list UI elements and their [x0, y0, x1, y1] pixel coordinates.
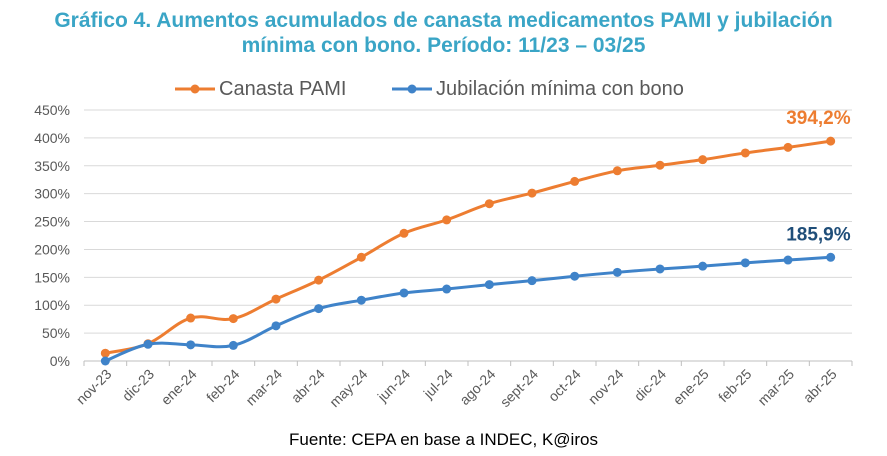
data-point	[314, 275, 324, 285]
data-point	[655, 160, 665, 170]
series-line-0	[105, 139, 831, 355]
y-tick-label: 50%	[42, 325, 70, 341]
data-point	[442, 215, 452, 225]
data-point	[740, 148, 750, 158]
data-point	[143, 339, 153, 349]
data-point	[186, 340, 196, 350]
data-label-end-1: 185,9%	[786, 224, 851, 245]
x-tick-label: ago-24	[456, 366, 498, 408]
chart-title-line-1: Gráfico 4. Aumentos acumulados de canast…	[54, 9, 833, 32]
x-tick-label: jul-24	[420, 366, 456, 402]
data-point	[314, 304, 324, 314]
data-point	[527, 188, 537, 198]
x-tick-label: sept-24	[497, 366, 541, 410]
chart-title: Gráfico 4. Aumentos acumulados de canast…	[0, 8, 887, 58]
legend-pami-marker-icon	[175, 84, 215, 94]
data-point	[484, 280, 494, 290]
x-tick-label: nov-24	[585, 366, 627, 408]
y-tick-label: 300%	[34, 186, 70, 202]
x-tick-label: nov-23	[73, 366, 115, 408]
data-point	[612, 267, 622, 277]
series-line-1	[104, 255, 831, 363]
data-label-end-0: 394,2%	[786, 108, 851, 129]
x-tick-label: abr-24	[288, 366, 328, 406]
data-point	[783, 142, 793, 152]
x-tick-label: mar-25	[754, 366, 797, 409]
x-tick-label: feb-25	[715, 366, 755, 406]
y-tick-label: 150%	[34, 269, 70, 285]
legend-label-jubilacion: Jubilación mínima con bono	[436, 77, 684, 100]
y-tick-label: 350%	[34, 158, 70, 174]
data-point	[698, 261, 708, 271]
y-tick-label: 400%	[34, 130, 70, 146]
data-point	[570, 271, 580, 281]
y-tick-label: 450%	[34, 102, 70, 118]
x-tick-label: may-24	[326, 366, 370, 410]
y-tick-label: 0%	[50, 353, 70, 369]
data-point	[100, 356, 110, 366]
data-point	[399, 228, 409, 238]
x-tick-label: jun-24	[374, 366, 414, 406]
y-tick-label: 100%	[34, 297, 70, 313]
data-point	[228, 340, 238, 350]
data-point	[399, 288, 409, 298]
x-tick-label: dic-23	[119, 366, 157, 404]
data-point	[100, 348, 110, 358]
data-point	[228, 314, 238, 324]
data-point	[612, 166, 622, 176]
x-tick-label: ene-24	[158, 366, 200, 408]
x-tick-label: ene-25	[670, 366, 712, 408]
data-point	[442, 284, 452, 294]
data-point	[698, 155, 708, 165]
data-point	[527, 276, 537, 286]
legend-jubilacion-marker-icon	[392, 84, 432, 94]
data-point	[356, 252, 366, 262]
data-point	[570, 176, 580, 186]
x-tick-label: oct-24	[545, 366, 584, 405]
legend-label-pami: Canasta PAMI	[219, 77, 347, 100]
x-tick-label: mar-24	[242, 366, 285, 409]
x-tick-label: abr-25	[800, 366, 840, 406]
x-tick-label: dic-24	[631, 366, 669, 404]
y-tick-label: 250%	[34, 214, 70, 230]
data-point	[271, 321, 281, 331]
chart-title-line-2: mínima con bono. Período: 11/23 – 03/25	[241, 34, 646, 57]
data-point	[783, 255, 793, 265]
data-point	[826, 252, 836, 262]
source-note: Fuente: CEPA en base a INDEC, K@iros	[289, 430, 598, 449]
data-point	[740, 258, 750, 268]
data-point	[826, 136, 836, 146]
legend-item-jubilacion: Jubilación mínima con bono	[392, 76, 684, 102]
data-point	[271, 294, 281, 304]
legend-item-pami: Canasta PAMI	[175, 76, 346, 102]
y-tick-label: 200%	[34, 241, 70, 257]
data-point	[186, 313, 196, 323]
x-tick-label: feb-24	[203, 366, 243, 406]
chart-legend: Canasta PAMI Jubilación mínima con bono	[0, 76, 887, 102]
data-point	[356, 295, 366, 305]
data-point	[484, 199, 494, 209]
data-point	[655, 264, 665, 274]
